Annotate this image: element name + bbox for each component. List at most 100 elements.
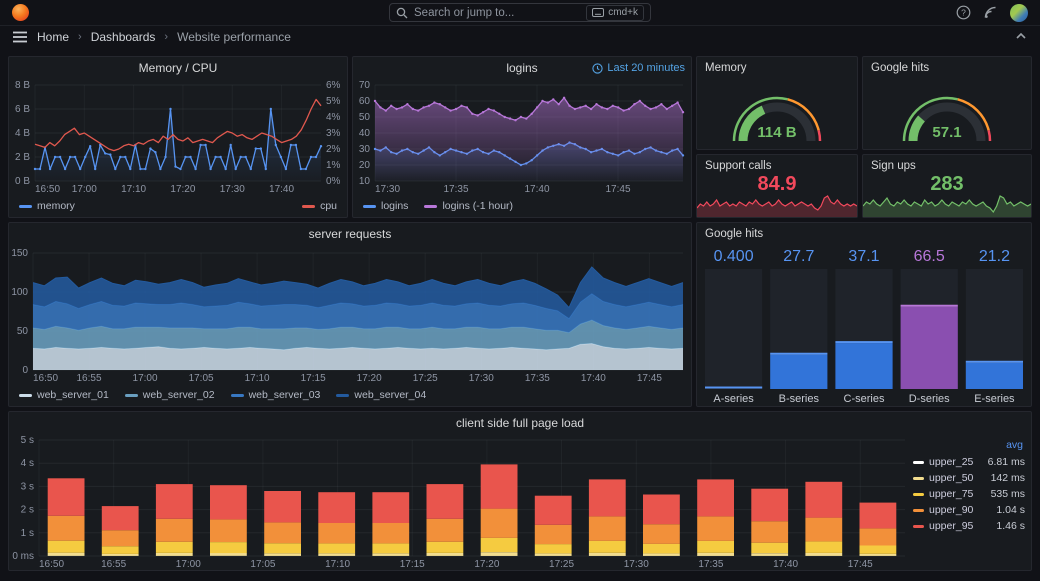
svg-text:2 s: 2 s [21,505,34,516]
svg-text:17:20: 17:20 [474,559,499,570]
legend-item-memory[interactable]: memory [19,200,75,212]
svg-text:17:30: 17:30 [220,184,245,195]
stat-value: 283 [930,173,964,195]
legend-row-upper-95[interactable]: upper_95 1.46 s [913,518,1025,534]
clock-icon [592,62,603,74]
breadcrumb-home[interactable]: Home [37,30,70,44]
legend-swatch [19,204,32,208]
svg-text:17:35: 17:35 [525,373,550,384]
legend-swatch [302,204,316,208]
panel-logins: logins Last 20 minutes 10 20 30 40 50 60 70 17:… [352,56,692,218]
svg-text:6%: 6% [326,80,341,91]
panel-title[interactable]: Sign ups [871,160,916,172]
legend-row-upper-90[interactable]: upper_90 1.04 s [913,502,1025,518]
svg-text:E-series: E-series [974,393,1015,405]
server-requests-chart[interactable]: 0 50 100 150 16:50 16:55 17:00 17:05 17:10 17:15 1… [9,245,691,384]
news-rss-icon[interactable] [983,5,998,20]
breadcrumb-separator: › [164,31,169,43]
topbar: cmd+k ? [0,0,1040,26]
legend-label: web_server_03 [248,389,321,401]
svg-text:17:25: 17:25 [413,373,438,384]
panel-title[interactable]: server requests [308,227,392,241]
svg-text:0%: 0% [326,176,341,187]
help-icon[interactable]: ? [956,5,971,20]
svg-text:4%: 4% [326,112,341,123]
legend-label: upper_50 [929,472,974,484]
svg-text:50: 50 [359,112,371,123]
memory-cpu-chart[interactable]: 0 B 2 B 4 B 6 B 8 B 0% 1% 2% 3% 4% 5% 6% 16:50 17:00 1… [9,79,347,195]
svg-text:17:40: 17:40 [773,559,798,570]
client-side-load-chart[interactable]: 0 ms 1 s 2 s 3 s 4 s 5 s 16:50 16:55 17:00 17:05 1… [9,434,913,570]
panel-client-side-load: client side full page load 0 ms 1 s 2 s 3 s… [8,411,1032,571]
svg-text:70: 70 [359,80,371,91]
search-box[interactable]: cmd+k [389,3,651,22]
panel-title[interactable]: Support calls [705,160,772,172]
svg-text:5 s: 5 s [21,435,34,446]
google-hits-bar-gauge[interactable]: 0.400 A-series 27.7 B-series 37.1 C-series 66.… [697,245,1031,406]
svg-text:C-series: C-series [844,393,885,405]
legend-swatch [363,204,376,208]
panel-title[interactable]: logins [506,61,538,75]
legend-row-upper-50[interactable]: upper_50 142 ms [913,470,1025,486]
svg-text:?: ? [961,8,966,18]
search-icon [396,7,408,18]
legend-item-cpu[interactable]: cpu [302,200,337,212]
search-input[interactable] [414,6,581,19]
svg-text:1%: 1% [326,160,341,171]
svg-text:17:20: 17:20 [170,184,195,195]
svg-text:4 B: 4 B [15,128,30,139]
topbar-actions: ? [956,3,1028,22]
legend-item-logins[interactable]: logins [363,200,408,212]
legend-avg-value: 142 ms [990,472,1025,484]
legend-label: web_server_01 [37,389,109,401]
legend-item-web-server-03[interactable]: web_server_03 [230,389,321,401]
panel-title[interactable]: Memory / CPU [138,61,218,75]
chevron-up-icon[interactable] [1014,29,1028,43]
sign-ups-sparkline [863,195,1031,217]
legend-label: web_server_02 [142,389,215,401]
svg-text:17:35: 17:35 [698,559,723,570]
breadcrumb-dashboards[interactable]: Dashboards [90,30,156,44]
breadcrumb-current-page: Website performance [177,30,291,44]
svg-text:5%: 5% [326,96,341,107]
legend-label: upper_75 [929,488,974,500]
panel-title[interactable]: Google hits [871,62,930,74]
legend-avg-header[interactable]: avg [1006,439,1023,451]
legend-row-upper-75[interactable]: upper_75 535 ms [913,486,1025,502]
menu-hamburger-icon[interactable] [12,31,28,43]
google-hits-gauge [902,96,992,142]
legend-avg-value: 1.04 s [996,504,1025,516]
panel-server-requests: server requests 0 50 100 150 16:50 16:55 17:00… [8,222,692,407]
svg-text:17:10: 17:10 [245,373,270,384]
breadcrumb: Home › Dashboards › Website performance [0,26,1040,48]
legend: memory cpu [9,195,347,217]
panel-title[interactable]: Google hits [705,228,764,240]
svg-text:100: 100 [11,287,28,298]
svg-text:17:30: 17:30 [469,373,494,384]
legend-swatch [913,460,924,464]
user-avatar[interactable] [1010,3,1028,22]
keyboard-icon [592,8,605,17]
panel-time-range[interactable]: Last 20 minutes [592,57,685,79]
panel-title[interactable]: client side full page load [455,416,585,430]
logins-chart[interactable]: 10 20 30 40 50 60 70 17:30 17:35 17:40 17:45 [353,79,691,195]
svg-text:60: 60 [359,96,371,107]
gauge-value: 57.1 [932,124,962,141]
grafana-logo[interactable] [12,4,29,21]
legend-row-upper-25[interactable]: upper_25 6.81 ms [913,454,1025,470]
legend-item-web-server-02[interactable]: web_server_02 [124,389,215,401]
svg-text:17:45: 17:45 [848,559,873,570]
legend-item-web-server-04[interactable]: web_server_04 [336,389,426,401]
panel-title[interactable]: Memory [705,62,747,74]
svg-text:17:15: 17:15 [400,559,425,570]
legend-item-logins-1h[interactable]: logins (-1 hour) [424,200,513,212]
svg-text:17:20: 17:20 [357,373,382,384]
svg-text:3%: 3% [326,128,341,139]
legend-item-web-server-01[interactable]: web_server_01 [19,389,109,401]
legend-label: upper_25 [929,456,974,468]
svg-text:17:45: 17:45 [605,184,630,195]
legend-swatch [424,204,438,208]
legend-label: upper_95 [929,520,974,532]
legend-avg-value: 1.46 s [996,520,1025,532]
legend-label: cpu [320,200,337,212]
